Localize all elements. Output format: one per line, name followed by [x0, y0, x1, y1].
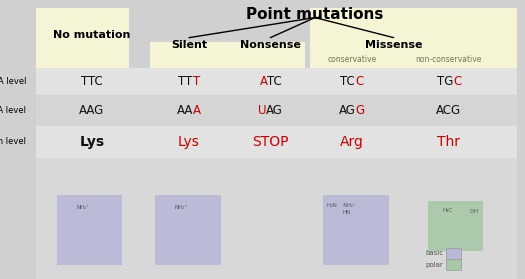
- Text: A: A: [193, 104, 201, 117]
- Text: AA: AA: [176, 104, 193, 117]
- Text: NH₂⁺: NH₂⁺: [76, 205, 90, 210]
- Bar: [428, 201, 483, 251]
- Text: Point mutations: Point mutations: [246, 7, 384, 22]
- Text: HN: HN: [342, 210, 351, 215]
- Text: mRNA level: mRNA level: [0, 106, 26, 115]
- Bar: [36, 68, 517, 95]
- Text: C: C: [355, 75, 363, 88]
- Text: H₃C: H₃C: [443, 208, 453, 213]
- Bar: [323, 195, 388, 265]
- Bar: [446, 259, 461, 270]
- Text: AAG: AAG: [79, 104, 104, 117]
- Text: U: U: [258, 104, 266, 117]
- Text: TTC: TTC: [81, 75, 103, 88]
- Bar: [57, 195, 122, 265]
- Text: Nonsense: Nonsense: [240, 40, 301, 50]
- Bar: [446, 248, 461, 259]
- Text: Lys: Lys: [79, 134, 104, 149]
- Text: A: A: [259, 75, 267, 88]
- Text: Lys: Lys: [178, 134, 200, 149]
- Text: ACG: ACG: [436, 104, 461, 117]
- Text: OH: OH: [461, 209, 478, 214]
- Text: protein level: protein level: [0, 137, 26, 146]
- Bar: [150, 42, 304, 68]
- Text: non-conservative: non-conservative: [416, 55, 482, 64]
- Text: G: G: [355, 104, 365, 117]
- Text: AG: AG: [339, 104, 355, 117]
- Text: Arg: Arg: [340, 134, 364, 149]
- Text: TC: TC: [340, 75, 355, 88]
- Bar: [36, 8, 129, 68]
- Text: NH₂⁺: NH₂⁺: [174, 205, 188, 210]
- Text: Missense: Missense: [365, 40, 423, 50]
- Text: No mutation: No mutation: [53, 30, 131, 40]
- Text: basic: basic: [425, 250, 444, 256]
- Text: DNA level: DNA level: [0, 77, 26, 86]
- Text: AG: AG: [266, 104, 283, 117]
- Text: T: T: [193, 75, 200, 88]
- Bar: [310, 8, 517, 68]
- Text: TT: TT: [178, 75, 193, 88]
- Text: Thr: Thr: [437, 134, 460, 149]
- Text: TC: TC: [267, 75, 282, 88]
- Text: polar: polar: [426, 262, 444, 268]
- Text: TG: TG: [437, 75, 453, 88]
- Text: conservative: conservative: [327, 55, 376, 64]
- Bar: [155, 195, 220, 265]
- Bar: [36, 126, 517, 158]
- Text: Silent: Silent: [171, 40, 207, 50]
- Bar: [36, 68, 517, 279]
- Text: C: C: [453, 75, 461, 88]
- Text: H₂N    NH₂⁺: H₂N NH₂⁺: [327, 203, 355, 208]
- Bar: [36, 95, 517, 126]
- Text: STOP: STOP: [252, 134, 289, 149]
